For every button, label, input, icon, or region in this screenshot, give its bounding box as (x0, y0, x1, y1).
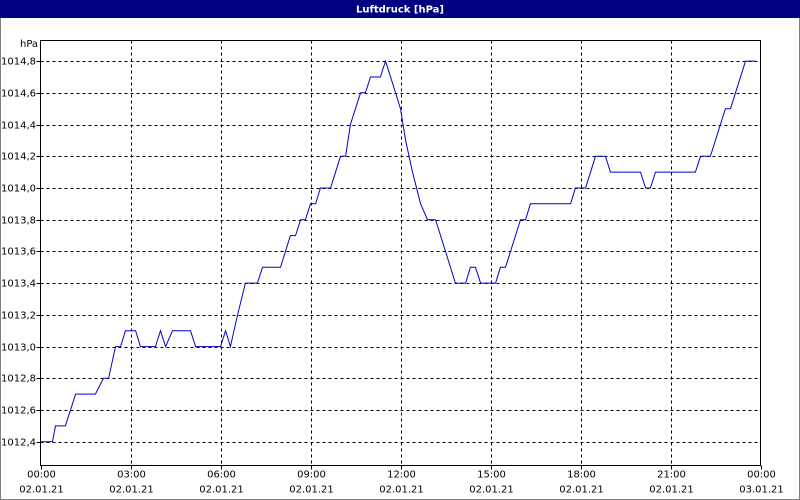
x-tick-label: 03:00 (117, 470, 146, 481)
x-tick-date: 02.01.21 (199, 485, 244, 496)
y-tick-label: 1013,8 (1, 216, 36, 227)
x-tick-label: 06:00 (207, 470, 236, 481)
y-tick-label: 1013,4 (1, 279, 36, 290)
x-tick-date: 02.01.21 (469, 485, 514, 496)
y-tick-label: 1014,8 (1, 57, 36, 68)
y-tick-label: 1012,4 (1, 438, 36, 449)
y-tick-label: 1012,6 (1, 406, 36, 417)
y-tick-label: 1013,0 (1, 343, 36, 354)
y-tick-label: 1014,4 (1, 121, 36, 132)
x-tick-label: 12:00 (387, 470, 416, 481)
x-tick-label: 09:00 (297, 470, 326, 481)
y-tick-label: 1012,8 (1, 374, 36, 385)
x-tick-label: 00:00 (747, 470, 776, 481)
x-tick-date: 03.01.21 (739, 485, 784, 496)
x-tick-date: 02.01.21 (289, 485, 334, 496)
x-tick-label: 00:00 (27, 470, 56, 481)
y-unit: hPa (20, 39, 38, 50)
x-tick-date: 02.01.21 (109, 485, 154, 496)
y-tick-label: 1014,0 (1, 184, 36, 195)
title-bar (0, 0, 800, 18)
data-line (40, 59, 756, 443)
x-tick-date: 02.01.21 (559, 485, 604, 496)
x-tick-label: 18:00 (567, 470, 596, 481)
y-tick-label: 1014,2 (1, 152, 36, 163)
y-tick-label: 1014,6 (1, 89, 36, 100)
x-tick-label: 15:00 (477, 470, 506, 481)
x-tick-date: 02.01.21 (19, 485, 64, 496)
y-tick-label: 1013,2 (1, 311, 36, 322)
chart-title: Luftdruck [hPa] (356, 5, 444, 16)
x-tick-date: 02.01.21 (649, 485, 694, 496)
x-tick-date: 02.01.21 (379, 485, 424, 496)
y-tick-label: 1013,6 (1, 247, 36, 258)
x-tick-label: 21:00 (657, 470, 686, 481)
plot-area (40, 40, 761, 466)
